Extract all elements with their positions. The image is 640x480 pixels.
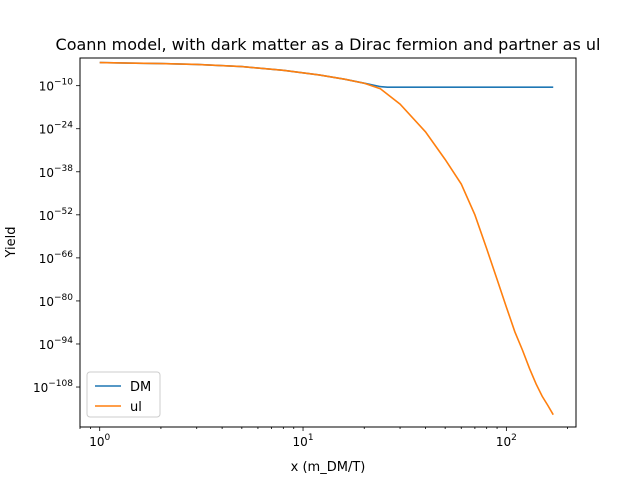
y-tick-label: 10−94 (39, 336, 74, 352)
y-ticks: 10−10 10−24 10−38 10−52 10−66 10−80 10−94 10−10… (33, 78, 80, 395)
series-layer (99, 61, 554, 416)
legend-label-ul: ul (130, 400, 142, 415)
y-tick-label: 10−24 (39, 121, 74, 137)
y-tick-label: 10−80 (39, 293, 74, 309)
x-tick-label: 100 (89, 433, 110, 449)
legend-label-dm: DM (130, 380, 151, 395)
x-axis-label: x (m_DM/T) (291, 460, 366, 475)
legend: DM ul (86, 371, 161, 418)
y-axis-label: Yield (4, 227, 19, 259)
y-tick-label: 10−52 (39, 207, 73, 223)
plot-area (79, 57, 577, 428)
x-ticks: 100 101 102 (79, 427, 568, 449)
y-tick-label: 10−38 (39, 164, 74, 180)
chart-title: Coann model, with dark matter as a Dirac… (56, 35, 601, 54)
y-tick-label: 10−108 (33, 379, 73, 395)
series-line-ul (99, 61, 554, 416)
x-tick-label: 102 (496, 433, 517, 449)
y-tick-label: 10−66 (39, 250, 74, 266)
x-tick-label: 101 (293, 433, 314, 449)
y-tick-label: 10−10 (39, 78, 74, 94)
